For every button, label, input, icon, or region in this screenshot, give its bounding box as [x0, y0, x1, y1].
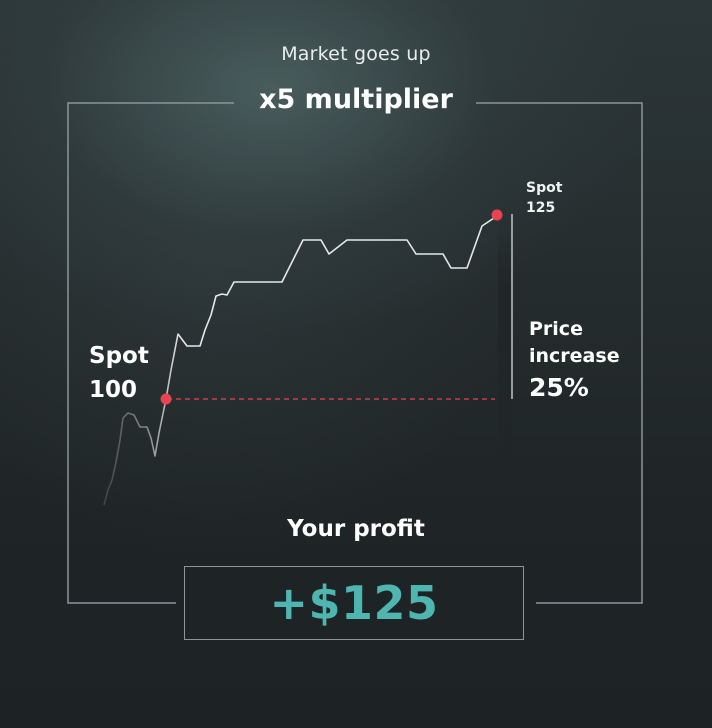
- price-line: [103, 215, 498, 506]
- profit-value: +$125: [269, 576, 439, 630]
- price-increase-word2: increase: [529, 345, 620, 367]
- end-spot-value: 125: [526, 200, 556, 216]
- subtitle: Market goes up: [281, 43, 431, 65]
- start-spot-word: Spot: [89, 343, 149, 369]
- frame-border: [67, 102, 643, 604]
- start-spot-label: Spot 100: [89, 339, 149, 407]
- increase-shadow: [498, 216, 512, 466]
- start-spot-value: 100: [89, 377, 138, 403]
- page-title: x5 multiplier: [259, 84, 453, 115]
- end-spot-label: Spot 125: [526, 178, 562, 218]
- price-increase-word1: Price: [529, 318, 583, 340]
- end-spot-word: Spot: [526, 180, 563, 196]
- price-increase-label: Price increase 25%: [529, 316, 620, 406]
- profit-box: +$125: [184, 566, 524, 640]
- start-marker: [160, 393, 172, 405]
- profit-label: Your profit: [287, 516, 425, 542]
- end-marker: [491, 209, 503, 221]
- price-increase-value: 25%: [529, 373, 589, 402]
